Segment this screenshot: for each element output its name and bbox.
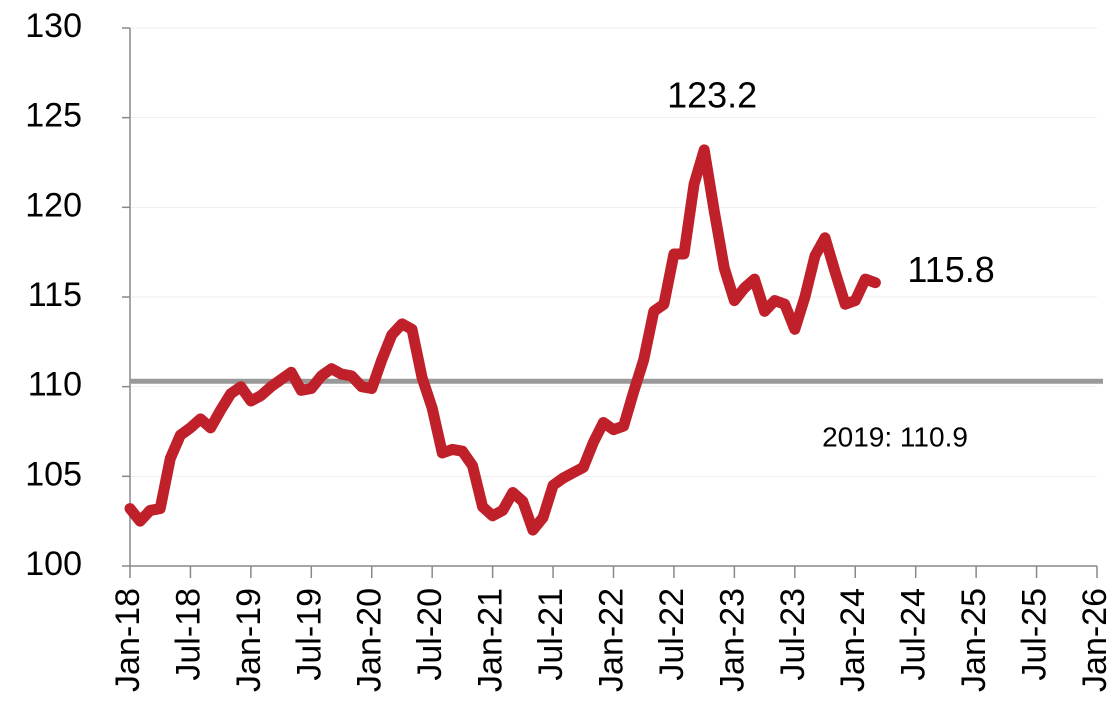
x-tick-label: Jul-22: [653, 588, 691, 681]
reference-label: 2019: 110.9: [822, 422, 968, 453]
y-tick-label: 130: [25, 7, 82, 45]
x-tick-label: Jan-22: [592, 588, 630, 692]
x-tick-label: Jul-19: [290, 588, 328, 681]
x-tick-label: Jul-23: [774, 588, 812, 681]
x-tick-label: Jan-20: [351, 588, 389, 692]
y-tick-label: 110: [28, 366, 82, 404]
data-label: 115.8: [907, 249, 994, 290]
y-tick-label: 125: [25, 97, 82, 135]
x-tick-label: Jan-23: [713, 588, 751, 692]
y-tick-label: 105: [25, 455, 82, 493]
x-tick-label: Jul-25: [1016, 588, 1054, 681]
data-line: [124, 144, 881, 536]
data-label: 123.2: [667, 74, 757, 115]
y-tick-label: 100: [25, 545, 82, 583]
x-tick-label: Jan-19: [230, 588, 268, 692]
x-tick-label: Jan-26: [1076, 588, 1114, 692]
x-tick-label: Jan-25: [955, 588, 993, 692]
x-tick-label: Jul-24: [895, 588, 933, 681]
x-tick-label: Jan-18: [109, 588, 147, 692]
y-tick-label: 115: [28, 276, 82, 314]
x-tick-label: Jul-20: [411, 588, 449, 681]
y-tick-label: 120: [25, 186, 82, 224]
x-tick-label: Jul-18: [169, 588, 207, 681]
x-tick-label: Jul-21: [532, 588, 570, 681]
x-tick-label: Jan-21: [472, 588, 510, 692]
x-tick-label: Jan-24: [834, 588, 872, 692]
